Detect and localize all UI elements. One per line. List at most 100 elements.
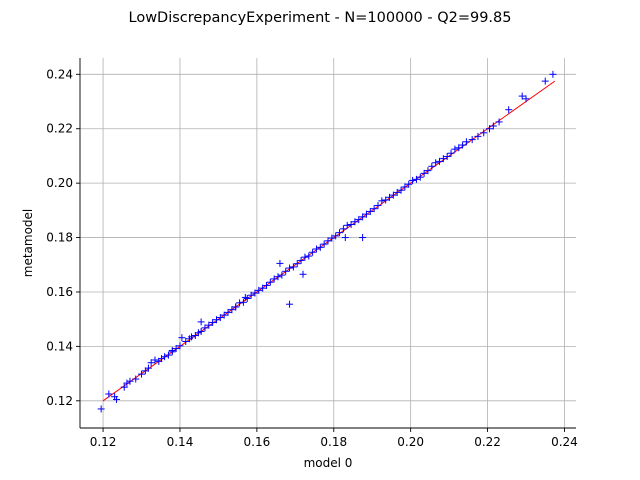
- data-point: [239, 298, 247, 306]
- data-point: [420, 169, 428, 177]
- data-point: [336, 229, 344, 237]
- data-point: [293, 260, 301, 268]
- x-tick-layer: 0.12 0.14 0.16 0.18 0.20 0.22 0.24: [90, 428, 578, 449]
- data-point: [224, 308, 232, 316]
- data-point: [320, 240, 328, 248]
- data-point: [147, 359, 155, 367]
- data-point: [289, 263, 297, 271]
- data-point: [416, 173, 424, 181]
- data-point: [255, 286, 263, 294]
- data-point: [144, 364, 152, 372]
- data-point: [462, 138, 470, 146]
- data-point: [105, 390, 113, 398]
- y-tick-label: 0.14: [46, 339, 73, 353]
- data-point: [132, 375, 140, 383]
- data-point: [266, 278, 274, 286]
- data-point: [178, 334, 186, 342]
- data-point: [343, 221, 351, 229]
- data-point: [405, 180, 413, 188]
- data-point: [522, 95, 530, 103]
- data-point: [374, 201, 382, 209]
- data-point: [309, 248, 317, 256]
- x-tick-label: 0.12: [90, 435, 117, 449]
- data-point: [120, 383, 128, 391]
- data-point: [126, 377, 134, 385]
- data-point: [474, 132, 482, 140]
- data-point: [428, 162, 436, 170]
- data-point: [332, 232, 340, 240]
- data-point: [138, 370, 146, 378]
- data-point: [401, 183, 409, 191]
- data-point: [312, 245, 320, 253]
- data-point: [397, 186, 405, 194]
- y-tick-layer: 0.12 0.14 0.16 0.18 0.20 0.22 0.24: [46, 67, 80, 408]
- data-point: [286, 300, 294, 308]
- y-tick-label: 0.20: [46, 176, 73, 190]
- data-point: [541, 77, 549, 85]
- x-axis-label: model 0: [304, 456, 353, 470]
- data-point: [339, 225, 347, 233]
- data-point: [232, 303, 240, 311]
- data-point: [518, 92, 526, 100]
- data-point: [485, 125, 493, 133]
- x-tick-label: 0.16: [244, 435, 271, 449]
- y-axis-label: metamodel: [21, 209, 35, 278]
- data-point: [209, 318, 217, 326]
- data-point: [393, 188, 401, 196]
- x-tick-label: 0.24: [551, 435, 578, 449]
- data-point: [278, 271, 286, 279]
- data-point: [247, 291, 255, 299]
- data-point: [459, 141, 467, 149]
- y-tick-label: 0.12: [46, 394, 73, 408]
- data-point: [480, 129, 488, 137]
- data-point: [351, 218, 359, 226]
- data-point: [297, 256, 305, 264]
- data-point: [412, 175, 420, 183]
- data-point: [305, 252, 313, 260]
- data-point: [97, 405, 105, 413]
- data-point: [382, 196, 390, 204]
- points-layer: [97, 70, 557, 413]
- data-point: [424, 167, 432, 175]
- data-point: [341, 234, 349, 242]
- data-point: [282, 267, 290, 275]
- data-point: [201, 324, 209, 332]
- data-point: [324, 237, 332, 245]
- data-point: [505, 106, 513, 114]
- data-point: [259, 284, 267, 292]
- data-point: [212, 316, 220, 324]
- data-point: [274, 273, 282, 281]
- data-point: [359, 213, 367, 221]
- data-point: [489, 122, 497, 130]
- data-point: [164, 351, 172, 359]
- y-tick-label: 0.16: [46, 285, 73, 299]
- data-point: [197, 318, 205, 326]
- data-point: [386, 193, 394, 201]
- data-point: [151, 356, 159, 364]
- data-point: [197, 327, 205, 335]
- x-tick-label: 0.18: [320, 435, 347, 449]
- data-point: [270, 275, 278, 283]
- data-point: [436, 157, 444, 165]
- y-tick-label: 0.18: [46, 231, 73, 245]
- data-point: [366, 207, 374, 215]
- data-point: [409, 176, 417, 184]
- data-point: [549, 70, 557, 78]
- x-tick-label: 0.20: [397, 435, 424, 449]
- x-tick-label: 0.14: [167, 435, 194, 449]
- data-point: [168, 346, 176, 354]
- data-point: [251, 289, 259, 297]
- data-point: [176, 342, 184, 350]
- data-point: [378, 197, 386, 205]
- data-point: [220, 311, 228, 319]
- data-point: [205, 321, 213, 329]
- data-point: [432, 159, 440, 167]
- data-point: [161, 353, 169, 361]
- y-tick-label: 0.22: [46, 122, 73, 136]
- data-point: [172, 345, 180, 353]
- data-point: [468, 136, 476, 144]
- data-point: [301, 253, 309, 261]
- data-point: [113, 395, 121, 403]
- chart-title: LowDiscrepancyExperiment - N=100000 - Q2…: [129, 10, 512, 26]
